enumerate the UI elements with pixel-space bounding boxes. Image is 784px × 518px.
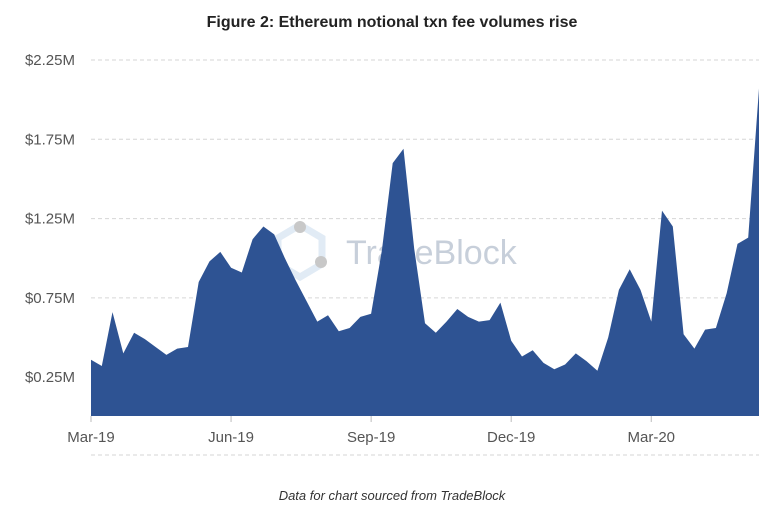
y-tick-label: $0.25M: [25, 369, 75, 386]
y-axis-ticks: $0.25M $0.75M $1.25M $1.75M $2.25M: [25, 52, 75, 386]
x-tick-label: Mar-19: [67, 429, 115, 446]
watermark-dot-icon: [315, 256, 327, 268]
watermark-hexagon-icon: [274, 220, 326, 282]
fee-volume-area: [91, 88, 759, 416]
chart-title: Figure 2: Ethereum notional txn fee volu…: [206, 14, 578, 31]
watermark-dot-icon: [294, 221, 306, 233]
y-tick-label: $1.75M: [25, 131, 75, 148]
y-tick-label: $0.75M: [25, 290, 75, 307]
y-tick-label: $1.25M: [25, 211, 75, 228]
x-tick-label: Mar-20: [628, 429, 676, 446]
x-tick-label: Jun-19: [208, 429, 254, 446]
tradeblock-watermark: TradeBlock: [274, 220, 518, 282]
x-tick-label: Sep-19: [347, 429, 395, 446]
y-tick-label: $2.25M: [25, 52, 75, 69]
x-tick-label: Dec-19: [487, 429, 535, 446]
watermark-text: TradeBlock: [346, 234, 518, 272]
x-axis-ticks: Mar-19 Jun-19 Sep-19 Dec-19 Mar-20: [67, 416, 675, 446]
chart-caption: Data for chart sourced from TradeBlock: [278, 488, 506, 503]
